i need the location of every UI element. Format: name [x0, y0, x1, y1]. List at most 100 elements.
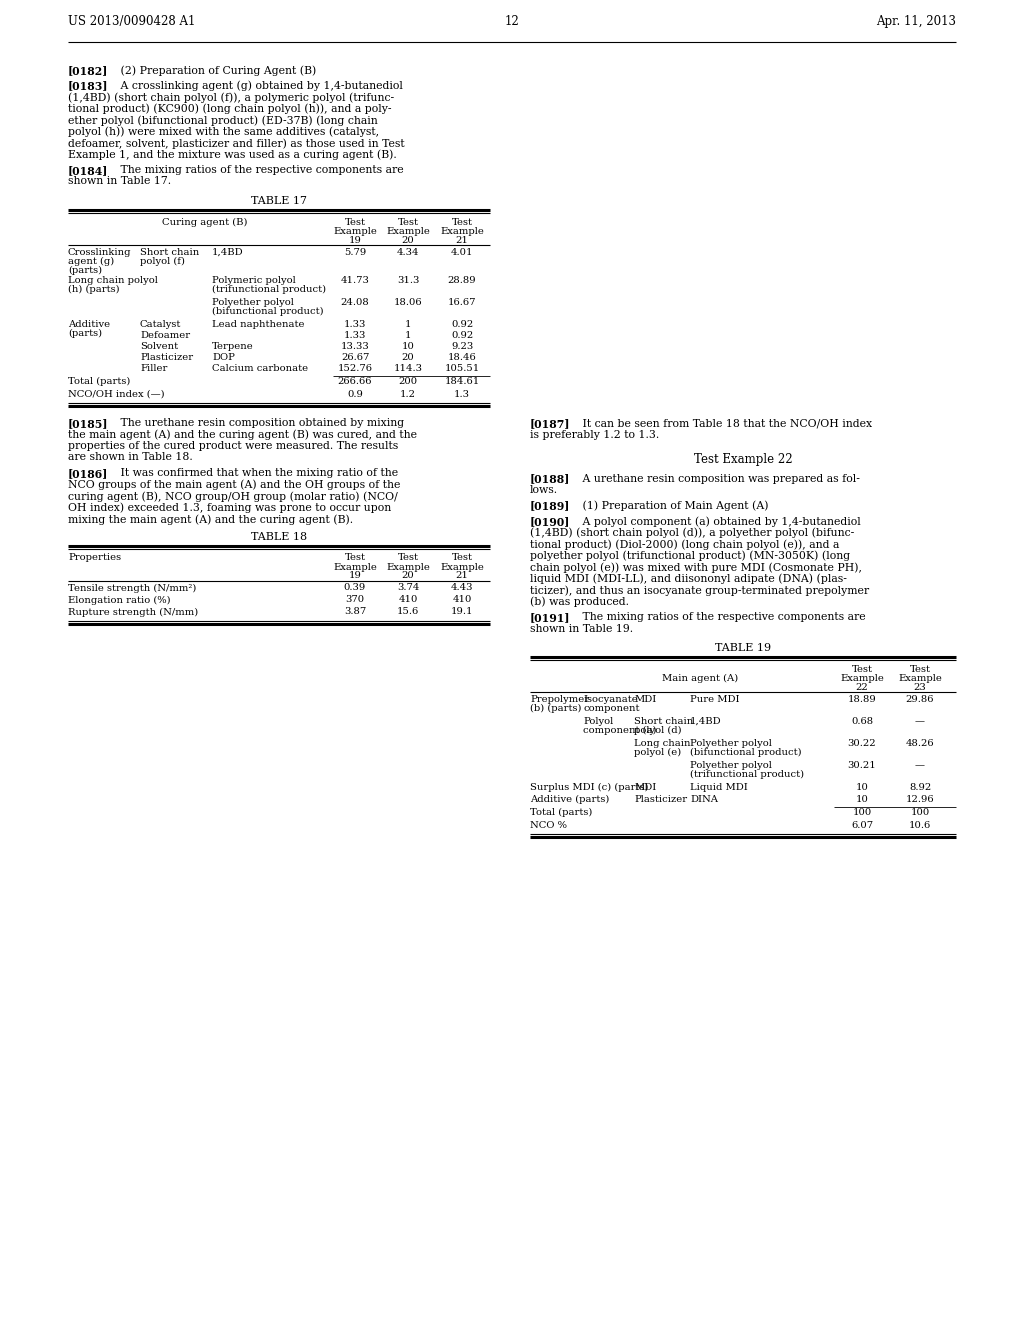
Text: 410: 410 — [453, 595, 472, 605]
Text: 10.6: 10.6 — [909, 821, 931, 830]
Text: 19: 19 — [348, 236, 361, 246]
Text: 1.2: 1.2 — [400, 389, 416, 399]
Text: Apr. 11, 2013: Apr. 11, 2013 — [876, 15, 956, 28]
Text: DOP: DOP — [212, 352, 234, 362]
Text: 100: 100 — [910, 808, 930, 817]
Text: 1: 1 — [404, 331, 412, 341]
Text: defoamer, solvent, plasticizer and filler) as those used in Test: defoamer, solvent, plasticizer and fille… — [68, 139, 404, 149]
Text: lows.: lows. — [530, 484, 558, 495]
Text: 21: 21 — [456, 572, 468, 581]
Text: polyol (f): polyol (f) — [140, 257, 185, 267]
Text: 6.07: 6.07 — [851, 821, 873, 830]
Text: component: component — [583, 704, 640, 713]
Text: Calcium carbonate: Calcium carbonate — [212, 364, 308, 374]
Text: (2) Preparation of Curing Agent (B): (2) Preparation of Curing Agent (B) — [110, 65, 316, 75]
Text: [0190]: [0190] — [530, 516, 570, 527]
Text: 0.9: 0.9 — [347, 389, 362, 399]
Text: [0188]: [0188] — [530, 474, 570, 484]
Text: polyether polyol (trifunctional product) (MN-3050K) (long: polyether polyol (trifunctional product)… — [530, 550, 850, 561]
Text: 5.79: 5.79 — [344, 248, 367, 257]
Text: 1.33: 1.33 — [344, 331, 367, 341]
Text: NCO groups of the main agent (A) and the OH groups of the: NCO groups of the main agent (A) and the… — [68, 479, 400, 490]
Text: [0191]: [0191] — [530, 612, 570, 623]
Text: Filler: Filler — [140, 364, 167, 374]
Text: 26.67: 26.67 — [341, 352, 370, 362]
Text: Rupture strength (N/mm): Rupture strength (N/mm) — [68, 607, 199, 616]
Text: 0.68: 0.68 — [851, 717, 873, 726]
Text: Liquid MDI: Liquid MDI — [690, 783, 748, 792]
Text: 19.1: 19.1 — [451, 607, 473, 616]
Text: 152.76: 152.76 — [338, 364, 373, 374]
Text: Solvent: Solvent — [140, 342, 178, 351]
Text: Additive (parts): Additive (parts) — [530, 795, 609, 804]
Text: 1.33: 1.33 — [344, 319, 367, 329]
Text: curing agent (B), NCO group/OH group (molar ratio) (NCO/: curing agent (B), NCO group/OH group (mo… — [68, 491, 397, 502]
Text: 3.87: 3.87 — [344, 607, 367, 616]
Text: TABLE 17: TABLE 17 — [251, 195, 307, 206]
Text: 1.3: 1.3 — [454, 389, 470, 399]
Text: Example: Example — [386, 227, 430, 236]
Text: NCO/OH index (—): NCO/OH index (—) — [68, 389, 165, 399]
Text: Example: Example — [386, 562, 430, 572]
Text: 8.92: 8.92 — [909, 783, 931, 792]
Text: 29.86: 29.86 — [906, 696, 934, 704]
Text: 370: 370 — [345, 595, 365, 605]
Text: Lead naphthenate: Lead naphthenate — [212, 319, 304, 329]
Text: is preferably 1.2 to 1.3.: is preferably 1.2 to 1.3. — [530, 429, 659, 440]
Text: Example: Example — [333, 227, 377, 236]
Text: Terpene: Terpene — [212, 342, 254, 351]
Text: Prepolymer: Prepolymer — [530, 696, 589, 704]
Text: 4.34: 4.34 — [396, 248, 419, 257]
Text: 266.66: 266.66 — [338, 378, 373, 385]
Text: component (a): component (a) — [583, 726, 656, 735]
Text: 100: 100 — [852, 808, 871, 817]
Text: [0189]: [0189] — [530, 500, 570, 511]
Text: polyol (d): polyol (d) — [634, 726, 682, 735]
Text: 41.73: 41.73 — [341, 276, 370, 285]
Text: Main agent (A): Main agent (A) — [662, 675, 738, 684]
Text: ether polyol (bifunctional product) (ED-37B) (long chain: ether polyol (bifunctional product) (ED-… — [68, 115, 378, 125]
Text: Example 1, and the mixture was used as a curing agent (B).: Example 1, and the mixture was used as a… — [68, 149, 396, 160]
Text: 105.51: 105.51 — [444, 364, 479, 374]
Text: mixing the main agent (A) and the curing agent (B).: mixing the main agent (A) and the curing… — [68, 513, 353, 524]
Text: 410: 410 — [398, 595, 418, 605]
Text: (trifunctional product): (trifunctional product) — [212, 285, 326, 294]
Text: 48.26: 48.26 — [905, 739, 934, 748]
Text: A polyol component (a) obtained by 1,4-butanediol: A polyol component (a) obtained by 1,4-b… — [572, 516, 861, 527]
Text: 200: 200 — [398, 378, 418, 385]
Text: The mixing ratios of the respective components are: The mixing ratios of the respective comp… — [572, 612, 865, 622]
Text: 10: 10 — [856, 783, 868, 792]
Text: 18.06: 18.06 — [393, 298, 422, 308]
Text: tional product) (KC900) (long chain polyol (h)), and a poly-: tional product) (KC900) (long chain poly… — [68, 103, 391, 114]
Text: Surplus MDI (c) (parts): Surplus MDI (c) (parts) — [530, 783, 648, 792]
Text: Test: Test — [397, 553, 419, 562]
Text: 0.39: 0.39 — [344, 583, 367, 593]
Text: Polyether polyol: Polyether polyol — [690, 762, 772, 770]
Text: It was confirmed that when the mixing ratio of the: It was confirmed that when the mixing ra… — [110, 469, 398, 478]
Text: Example: Example — [898, 675, 942, 682]
Text: agent (g): agent (g) — [68, 257, 115, 267]
Text: DINA: DINA — [690, 795, 718, 804]
Text: Test: Test — [344, 553, 366, 562]
Text: [0185]: [0185] — [68, 418, 109, 429]
Text: 10: 10 — [856, 795, 868, 804]
Text: 19: 19 — [348, 572, 361, 581]
Text: (bifunctional product): (bifunctional product) — [690, 748, 802, 758]
Text: Plasticizer: Plasticizer — [634, 795, 687, 804]
Text: Long chain polyol: Long chain polyol — [68, 276, 158, 285]
Text: 0.92: 0.92 — [451, 331, 473, 341]
Text: Example: Example — [840, 675, 884, 682]
Text: Example: Example — [440, 227, 484, 236]
Text: 18.46: 18.46 — [447, 352, 476, 362]
Text: —: — — [915, 762, 925, 770]
Text: 13.33: 13.33 — [341, 342, 370, 351]
Text: (trifunctional product): (trifunctional product) — [690, 770, 804, 779]
Text: liquid MDI (MDI-LL), and diisononyl adipate (DNA) (plas-: liquid MDI (MDI-LL), and diisononyl adip… — [530, 573, 847, 583]
Text: Elongation ratio (%): Elongation ratio (%) — [68, 595, 171, 605]
Text: A crosslinking agent (g) obtained by 1,4-butanediol: A crosslinking agent (g) obtained by 1,4… — [110, 81, 402, 91]
Text: 114.3: 114.3 — [393, 364, 423, 374]
Text: The urethane resin composition obtained by mixing: The urethane resin composition obtained … — [110, 418, 404, 428]
Text: Test: Test — [397, 218, 419, 227]
Text: 20: 20 — [401, 572, 415, 581]
Text: polyol (e): polyol (e) — [634, 748, 681, 758]
